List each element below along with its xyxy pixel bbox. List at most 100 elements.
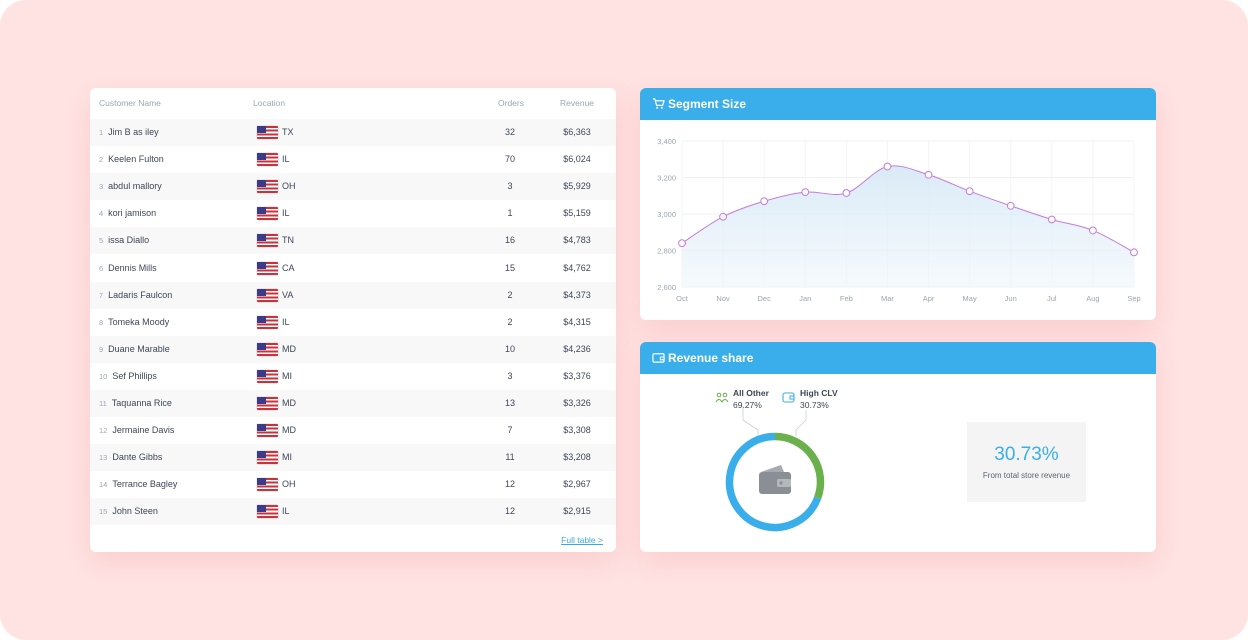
legend-all-other-value: 69.27% <box>733 400 762 410</box>
table-row[interactable]: 1 Jim B as iley TX 32 $6,363 <box>90 119 616 146</box>
revenue-amount: $3,376 <box>563 370 591 381</box>
customer-name[interactable]: Duane Marable <box>108 343 170 354</box>
table-row[interactable]: 8 Tomeka Moody IL 2 $4,315 <box>90 309 616 336</box>
table-row[interactable]: 14 Terrance Bagley OH 12 $2,967 <box>90 471 616 498</box>
x-tick-label: May <box>963 294 977 303</box>
header-customer-name[interactable]: Customer Name <box>99 98 161 108</box>
us-flag-icon <box>257 153 278 167</box>
orders-count: 15 <box>504 262 515 273</box>
revenue-amount: $4,373 <box>563 289 591 300</box>
header-location[interactable]: Location <box>253 98 286 108</box>
data-point <box>719 212 727 221</box>
table-header: Customer Name Location Orders Revenue <box>90 88 616 118</box>
orders-count: 12 <box>504 479 515 490</box>
y-tick-label: 3,000 <box>657 210 676 219</box>
row-number: 11 <box>99 399 107 408</box>
row-number: 14 <box>99 480 108 490</box>
customer-name[interactable]: kori jamison <box>108 208 157 219</box>
segment-size-header: Segment Size <box>640 88 1156 120</box>
customer-name[interactable]: abdul mallory <box>108 181 162 192</box>
data-point <box>965 187 974 196</box>
customer-name[interactable]: Taquanna Rice <box>111 398 172 408</box>
customer-cell: 15 John Steen <box>99 498 158 525</box>
y-tick-label: 2,800 <box>657 247 676 256</box>
table-row[interactable]: 15 John Steen IL 12 $2,915 <box>90 498 616 526</box>
table-row[interactable]: 4 kori jamison IL 1 $5,159 <box>90 200 616 227</box>
table-row[interactable]: 3 abdul mallory OH 3 $5,929 <box>90 173 616 201</box>
donut-slice-all-other <box>725 432 822 532</box>
customer-table-card: Customer Name Location Orders Revenue 1 J… <box>90 88 616 552</box>
data-point <box>1006 201 1015 210</box>
x-tick-label: Nov <box>716 294 730 303</box>
location-state: IL <box>282 208 290 219</box>
table-row[interactable]: 9 Duane Marable MD 10 $4,236 <box>90 335 616 363</box>
orders-count: 16 <box>504 235 515 246</box>
us-flag-icon <box>257 451 278 465</box>
wallet-icon <box>652 353 665 363</box>
orders-count: 1 <box>507 208 513 219</box>
data-point <box>760 197 769 206</box>
table-row[interactable]: 7 Ladaris Faulcon VA 2 $4,373 <box>90 281 616 309</box>
table-row[interactable]: 5 issa Diallo TN 16 $4,783 <box>90 227 616 255</box>
customer-name[interactable]: Ladaris Faulcon <box>108 289 173 300</box>
data-point <box>1130 248 1138 257</box>
customer-name[interactable]: Terrance Bagley <box>112 479 178 490</box>
header-orders[interactable]: Orders <box>498 98 524 108</box>
x-tick-label: Jul <box>1047 294 1057 303</box>
wallet-clasp <box>777 479 791 487</box>
customer-cell: 8 Tomeka Moody <box>99 309 169 336</box>
revenue-amount: $6,363 <box>563 127 591 137</box>
revenue-amount: $3,208 <box>563 452 591 463</box>
customer-name[interactable]: Dante Gibbs <box>112 452 163 463</box>
segment-size-card: Segment Size 2,600 2,800 3,000 3,200 3,400 Oc… <box>640 88 1156 320</box>
us-flag-icon <box>257 369 278 383</box>
row-number: 5 <box>99 236 104 246</box>
table-row[interactable]: 12 Jermaine Davis MD 7 $3,308 <box>90 417 616 444</box>
x-tick-label: Sep <box>1127 294 1140 303</box>
customer-name[interactable]: issa Diallo <box>108 235 150 246</box>
y-tick-label: 2,600 <box>657 283 676 292</box>
customer-cell: 9 Duane Marable <box>99 336 170 363</box>
table-row[interactable]: 13 Dante Gibbs MI 11 $3,208 <box>90 444 616 472</box>
table-row[interactable]: 10 Sef Phillips MI 3 $3,376 <box>90 363 616 390</box>
location-state: MD <box>282 398 296 408</box>
row-number: 8 <box>99 317 104 327</box>
table-row[interactable]: 6 Dennis Mills CA 15 $4,762 <box>90 255 616 282</box>
customer-name[interactable]: Dennis Mills <box>108 262 157 273</box>
revenue-share-card: Revenue share All Other 69.27% High CLV … <box>640 342 1156 552</box>
us-flag-icon <box>257 234 278 248</box>
orders-count: 3 <box>507 181 513 192</box>
customer-name[interactable]: Jermaine Davis <box>112 425 175 436</box>
high-clv-stat-caption: From total store revenue <box>982 471 1071 480</box>
table-row[interactable]: 2 Keelen Fulton IL 70 $6,024 <box>90 146 616 173</box>
customer-name[interactable]: Jim B as iley <box>108 127 159 137</box>
header-revenue[interactable]: Revenue <box>560 98 595 108</box>
leader-line-all-other <box>742 406 759 436</box>
leader-line-high-clv <box>795 410 807 436</box>
customer-name[interactable]: Tomeka Moody <box>108 316 170 327</box>
location-state: VA <box>282 289 294 300</box>
location-state: IL <box>282 316 290 327</box>
us-flag-icon <box>257 261 278 275</box>
us-flag-icon <box>257 478 278 492</box>
revenue-share-header: Revenue share <box>640 342 1156 374</box>
location-state: OH <box>282 479 296 490</box>
data-point <box>1089 226 1097 235</box>
row-number: 2 <box>99 155 104 165</box>
row-number: 15 <box>99 507 108 517</box>
us-flag-icon <box>257 397 278 410</box>
customer-name[interactable]: Keelen Fulton <box>108 154 164 165</box>
customer-name[interactable]: John Steen <box>112 506 158 517</box>
table-row[interactable]: 11 Taquanna Rice MD 13 $3,326 <box>90 390 616 417</box>
location-state: MI <box>282 370 292 381</box>
row-number: 6 <box>99 263 104 273</box>
location-state: MD <box>282 425 296 436</box>
location-state: MD <box>282 343 296 354</box>
orders-count: 10 <box>504 343 515 354</box>
x-tick-label: Mar <box>881 294 894 303</box>
location-state: TX <box>282 127 294 137</box>
row-number: 3 <box>99 182 104 192</box>
us-flag-icon <box>257 342 278 356</box>
full-table-link[interactable]: Full table > <box>561 535 603 545</box>
customer-name[interactable]: Sef Phillips <box>112 370 157 381</box>
